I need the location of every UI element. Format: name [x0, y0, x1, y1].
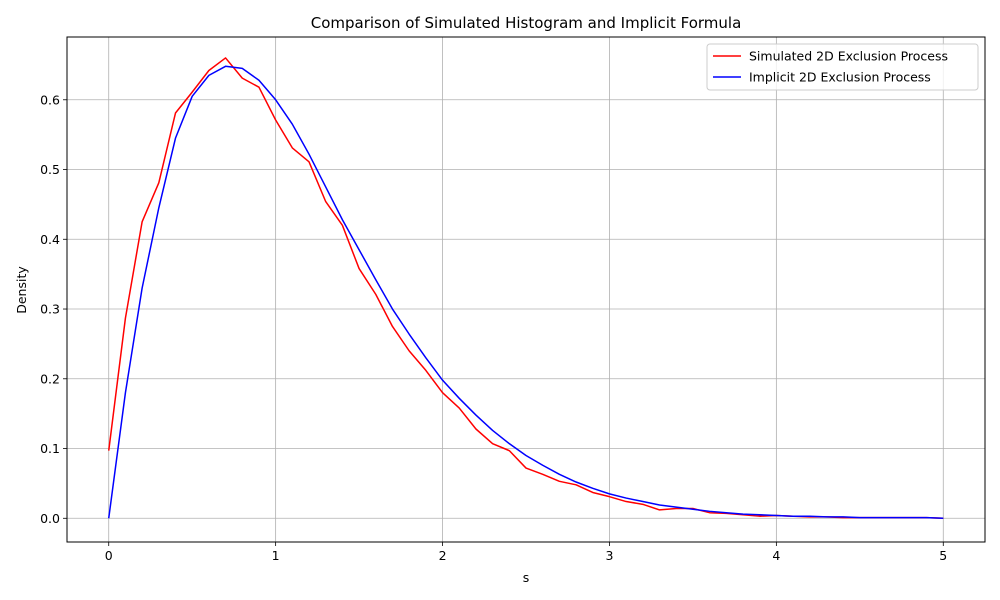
legend-label-simulated: Simulated 2D Exclusion Process [749, 49, 948, 64]
y-tick-label: 0.4 [40, 232, 60, 247]
plot-frame [66, 36, 986, 543]
series-line-simulated [107, 57, 944, 520]
y-tick-label: 0.0 [40, 511, 60, 526]
chart-title: Comparison of Simulated Histogram and Im… [311, 14, 742, 32]
y-tick-label: 0.5 [40, 162, 60, 177]
series-layer [107, 57, 944, 520]
x-tick-label: 3 [605, 548, 613, 563]
legend: Simulated 2D Exclusion Process Implicit … [706, 43, 979, 91]
y-axis-label: Density [14, 266, 29, 314]
x-axis-label: s [523, 570, 530, 585]
x-tick-label: 4 [772, 548, 780, 563]
y-tick-label: 0.6 [40, 92, 60, 107]
y-tick-label: 0.1 [40, 441, 60, 456]
y-tick-label: 0.2 [40, 371, 60, 386]
x-tick-label: 5 [939, 548, 947, 563]
x-tick-label: 1 [272, 548, 280, 563]
x-tick-label: 0 [105, 548, 113, 563]
y-tick-label: 0.3 [40, 302, 60, 317]
series-line-implicit [107, 65, 944, 520]
legend-label-implicit: Implicit 2D Exclusion Process [749, 70, 931, 85]
x-axis-ticks: 0 1 2 3 4 5 [105, 542, 947, 563]
legend-box [706, 43, 979, 91]
x-tick-label: 2 [439, 548, 447, 563]
grid [67, 37, 985, 542]
y-axis-ticks: 0.0 0.1 0.2 0.3 0.4 0.5 0.6 [40, 92, 67, 526]
